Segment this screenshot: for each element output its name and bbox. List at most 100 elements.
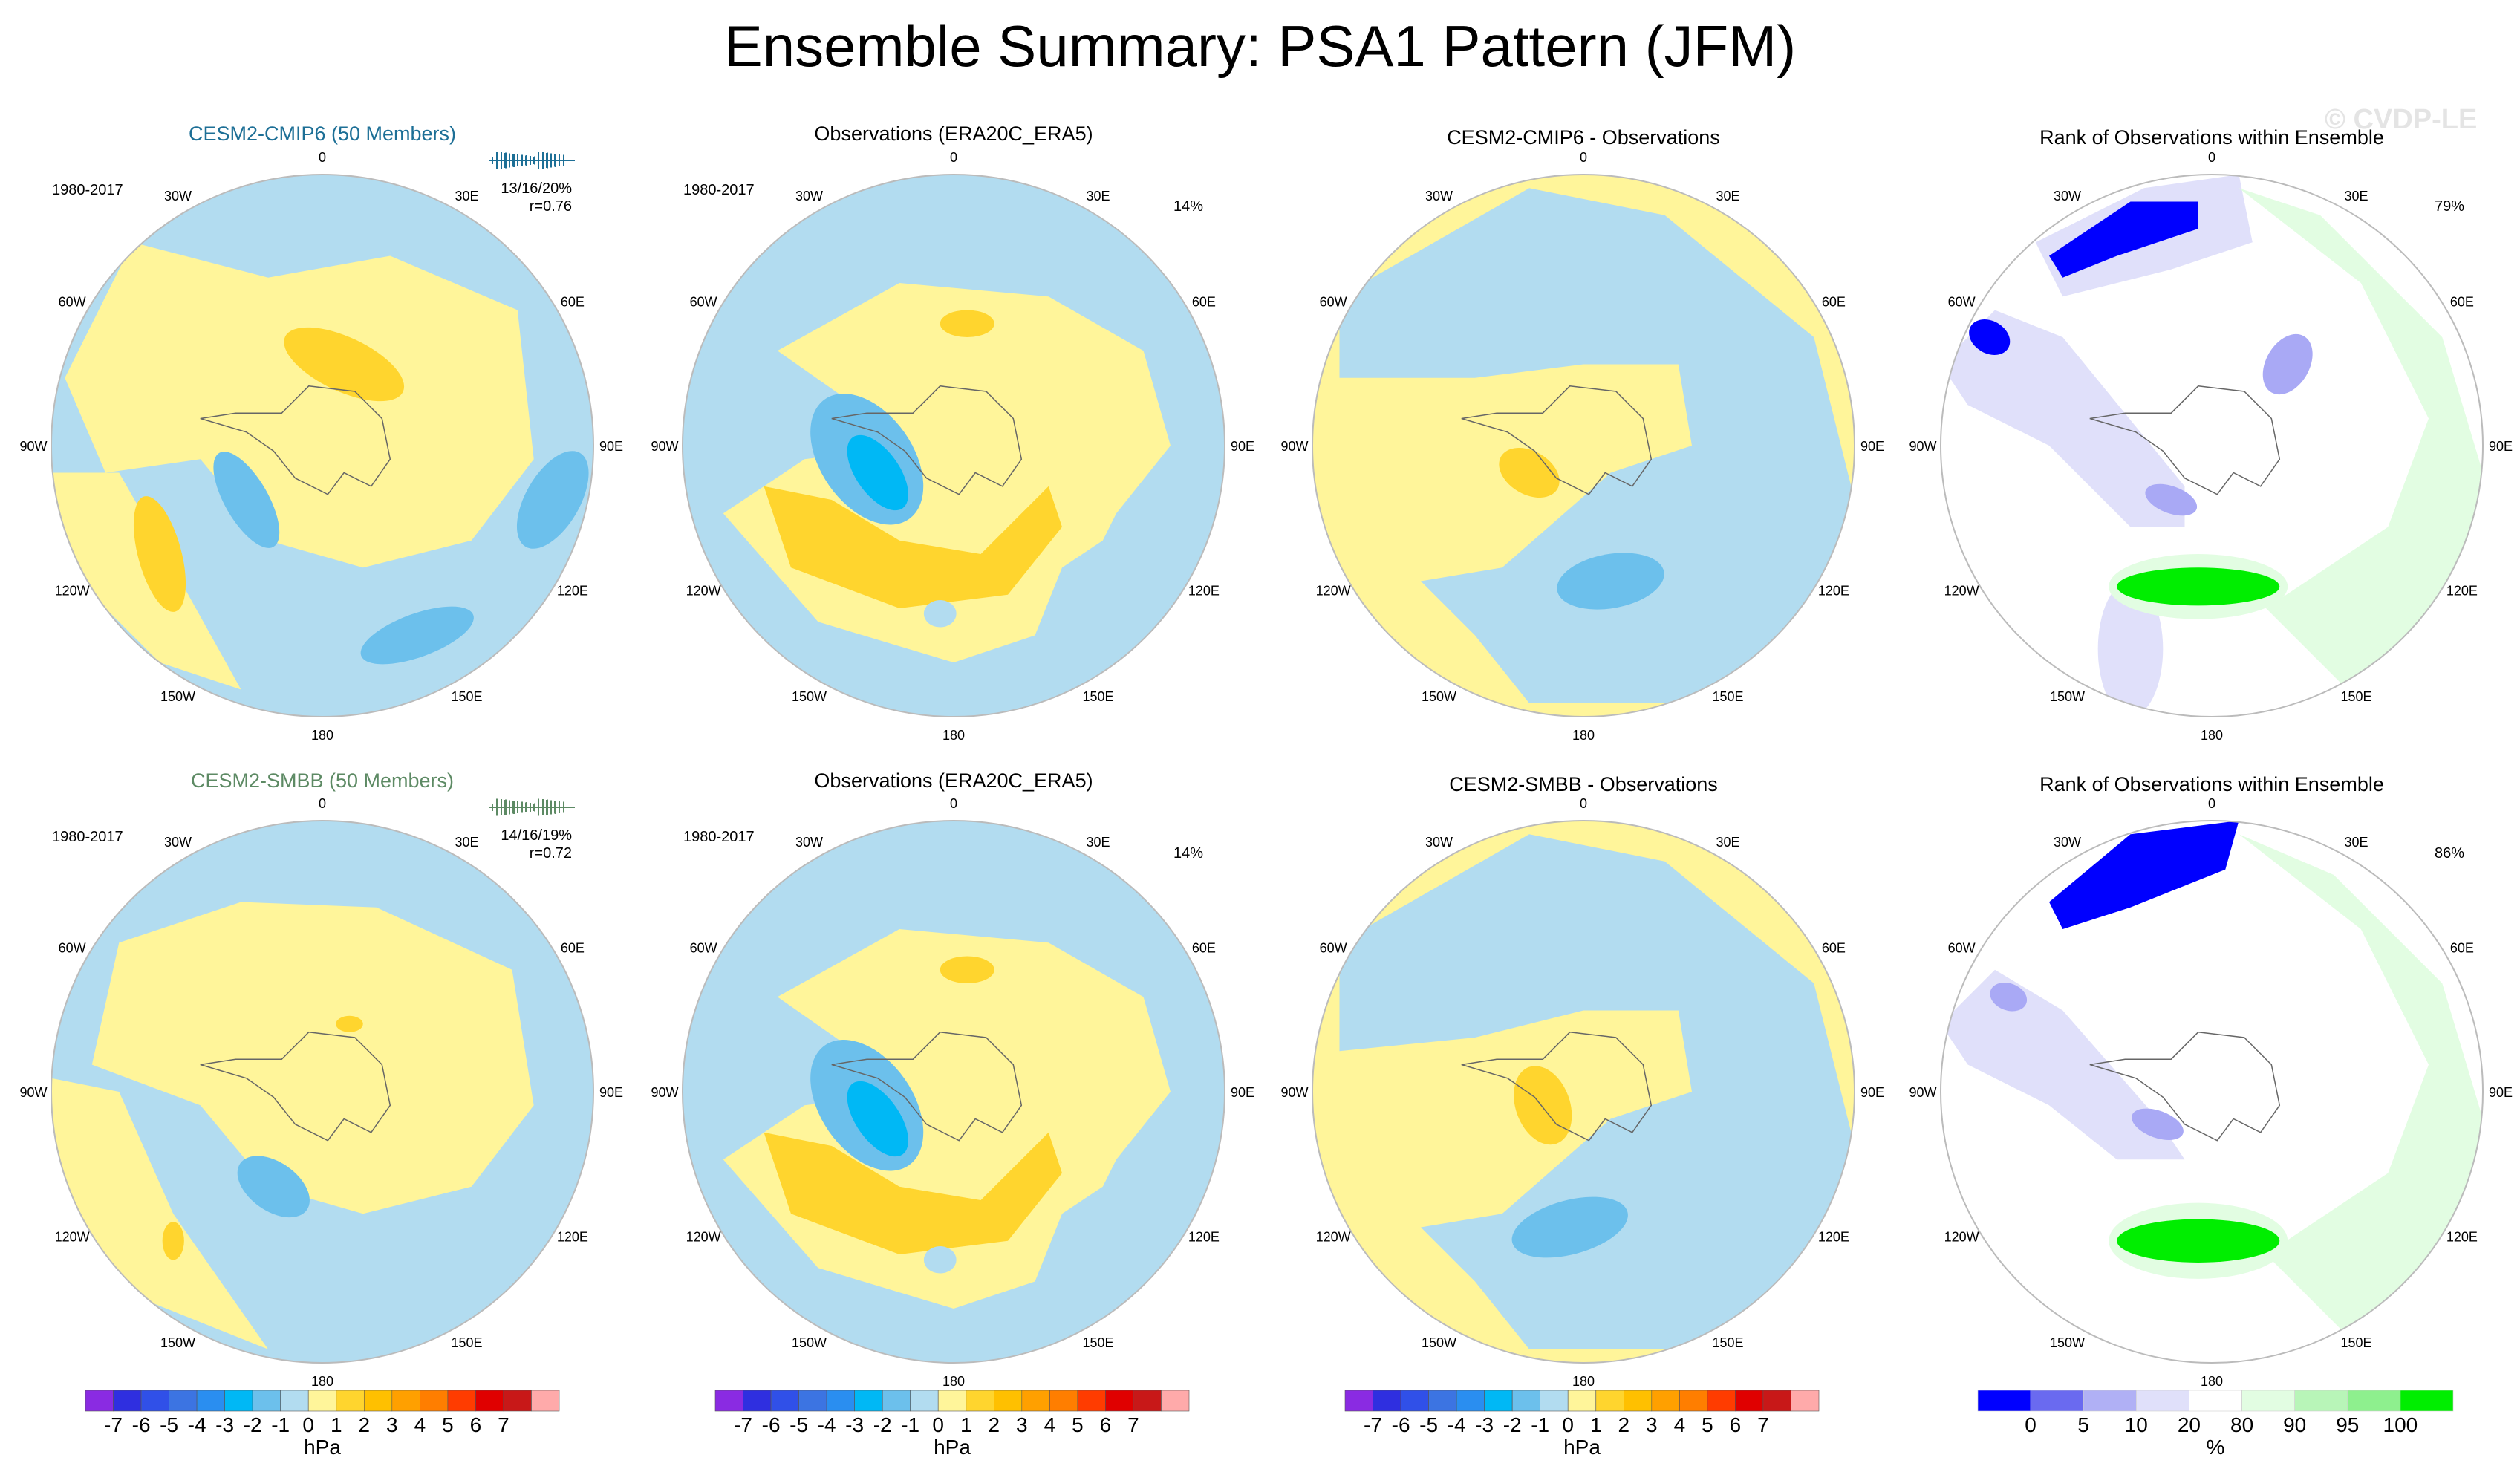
colorbar-tick-label: -2 [873, 1413, 892, 1436]
negative-region [1339, 834, 1855, 1349]
member-spread-ticks [489, 798, 575, 816]
lon-tick-label: 0 [1580, 150, 1587, 165]
lon-tick-label: 120W [686, 584, 721, 599]
colorbar-tick-label: 20 [2178, 1413, 2201, 1436]
lon-tick-label: 180 [1572, 1374, 1595, 1389]
panel-percent: 14% [1173, 845, 1203, 862]
colorbar-swatch [2083, 1390, 2137, 1412]
lon-tick-label: 150E [1712, 689, 1743, 704]
lon-tick-label: 150E [451, 1335, 482, 1350]
rank-high-pale-region [2239, 834, 2483, 1336]
colorbar-tick-label: 100 [2383, 1413, 2418, 1436]
antarctica-coastline [2089, 1031, 2281, 1142]
lon-tick-label: 90E [1860, 439, 1884, 454]
lon-tick-label: 90E [1231, 1085, 1254, 1100]
negative-core [1557, 553, 1664, 610]
panel-observations: Observations (ERA20C_ERA5) 1980-2017 14%… [651, 769, 1254, 1389]
lon-tick-label: 90E [2489, 439, 2513, 454]
panel-observations: Observations (ERA20C_ERA5) 1980-2017 14%… [651, 123, 1254, 743]
lon-tick-label: 150W [160, 689, 195, 704]
lon-tick-label: 90E [1860, 1085, 1884, 1100]
lon-tick-label: 90W [651, 439, 678, 454]
lon-tick-label: 150E [1712, 1335, 1743, 1350]
lon-tick-label: 60E [1822, 295, 1846, 310]
lon-tick-label: 180 [311, 1374, 333, 1389]
lon-tick-label: 150E [451, 689, 482, 704]
colorbar-swatch [2400, 1390, 2454, 1412]
positive-core [336, 1015, 363, 1032]
lon-tick-label: 60E [1192, 941, 1216, 956]
lon-tick-label: 120E [1188, 1230, 1220, 1245]
colorbar-swatch [714, 1390, 743, 1412]
panel-title: CESM2-SMBB - Observations [1449, 773, 1718, 795]
colorbar-swatch [910, 1390, 939, 1412]
colorbar-swatch [994, 1390, 1023, 1412]
colorbar-tick-label: 6 [470, 1413, 482, 1436]
colorbar-swatch [770, 1390, 799, 1412]
lon-tick-label: 150E [2340, 689, 2371, 704]
colorbar-swatch [447, 1390, 476, 1412]
lon-tick-label: 120W [1316, 584, 1351, 599]
map-field [1941, 821, 2483, 1363]
colorbar-swatch [1344, 1390, 1373, 1412]
lon-tick-label: 60W [1948, 941, 1976, 956]
colorbar-tick-label: 2 [989, 1413, 1000, 1436]
colorbar-tick-label: -7 [104, 1413, 123, 1436]
lon-tick-label: 180 [942, 728, 965, 743]
colorbar-unit: hPa [304, 1436, 341, 1459]
pattern-colorbar: -7 -6 -5 -4 -3 -2 -1 0 1 2 3 4 5 6 7 hPa [85, 1390, 560, 1459]
antarctica-coastline [200, 1031, 391, 1142]
panel-stats: 14/16/19% [501, 827, 572, 844]
lon-tick-label: 90W [1280, 439, 1308, 454]
colorbar-swatch [224, 1390, 253, 1412]
panel-title: CESM2-SMBB (50 Members) [191, 769, 454, 792]
negative-region [1339, 188, 1855, 703]
lon-tick-label: 30W [795, 835, 823, 850]
lon-tick-label: 90W [19, 439, 47, 454]
colorbar-tick-label: 3 [1016, 1413, 1028, 1436]
map-border [51, 820, 594, 1364]
lon-tick-label: 60W [1320, 941, 1347, 956]
colorbar-tick-label: -6 [762, 1413, 781, 1436]
map-field [51, 821, 593, 1363]
positive-region [51, 472, 241, 690]
antarctica-coastline [1461, 385, 1653, 495]
colorbar-swatch [854, 1390, 883, 1412]
colorbar-tick-label: 7 [1757, 1413, 1769, 1436]
negative-core [213, 452, 280, 548]
rank-mid-region [1990, 983, 2028, 1012]
lon-tick-label: 90E [599, 439, 623, 454]
map-border [1940, 820, 2484, 1364]
colorbar-tick-label: 0 [1562, 1413, 1574, 1436]
panel-title: CESM2-CMIP6 - Observations [1447, 126, 1720, 149]
colorbar-swatch [336, 1390, 365, 1412]
map-border [1940, 174, 2484, 717]
member-spread-ticks [489, 152, 575, 169]
colorbar-swatch [2030, 1390, 2084, 1412]
rank-high-region [2117, 567, 2280, 606]
colorbar-swatch [882, 1390, 911, 1412]
colorbar-swatch [1762, 1390, 1791, 1412]
positive-region [91, 902, 534, 1214]
lon-tick-label: 90W [1909, 439, 1936, 454]
lon-tick-label: 150E [1082, 1335, 1113, 1350]
lon-tick-label: 180 [311, 728, 333, 743]
colorbar-tick-label: -5 [789, 1413, 808, 1436]
lon-tick-label: 120E [1818, 1230, 1849, 1245]
lon-tick-label: 30E [2344, 189, 2368, 203]
colorbar-tick-label: 1 [331, 1413, 342, 1436]
lon-tick-label: 60W [59, 295, 86, 310]
lon-tick-label: 90W [1280, 1085, 1308, 1100]
negative-core [1511, 1196, 1628, 1258]
colorbar-swatch [2136, 1390, 2189, 1412]
lon-tick-label: 30E [1086, 835, 1110, 850]
colorbar-swatch [1735, 1390, 1764, 1412]
negative-core [237, 1156, 310, 1218]
colorbar-swatch [1791, 1390, 1820, 1412]
lon-tick-label: 60W [1320, 295, 1347, 310]
colorbar-swatch [1484, 1390, 1513, 1412]
colorbar-swatch [1595, 1390, 1624, 1412]
colorbar-tick-label: 5 [1702, 1413, 1713, 1436]
polar-map: 0 30E 60E 90E 120E 150E 180 150W 120W 90W 60W 30W [1909, 150, 2513, 743]
colorbar-tick-label: 7 [498, 1413, 509, 1436]
